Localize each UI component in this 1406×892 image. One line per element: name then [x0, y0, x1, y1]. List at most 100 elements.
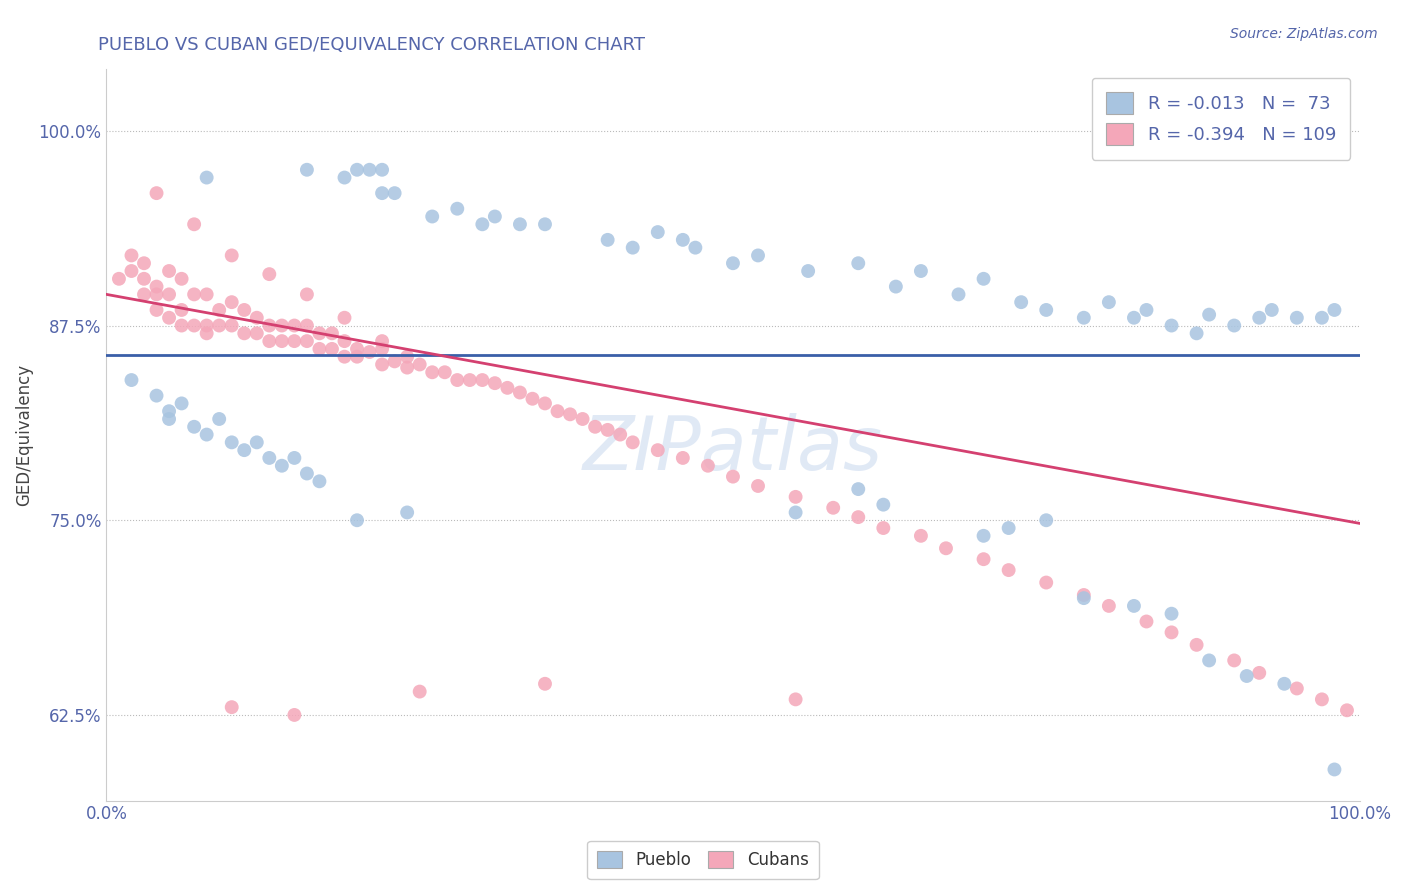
Point	[396, 360, 419, 375]
Point	[333, 334, 356, 348]
Point	[471, 217, 494, 231]
Point	[233, 302, 256, 317]
Point	[121, 373, 143, 387]
Point	[534, 677, 557, 691]
Point	[221, 700, 243, 714]
Point	[1185, 638, 1208, 652]
Point	[797, 264, 820, 278]
Point	[346, 350, 368, 364]
Point	[371, 334, 394, 348]
Point	[221, 248, 243, 262]
Point	[408, 684, 430, 698]
Point	[308, 342, 330, 356]
Point	[973, 529, 995, 543]
Point	[1323, 302, 1346, 317]
Point	[145, 389, 167, 403]
Point	[1261, 302, 1284, 317]
Point	[295, 287, 318, 301]
Point	[1336, 703, 1358, 717]
Point	[295, 162, 318, 177]
Point	[1249, 310, 1271, 325]
Point	[195, 170, 218, 185]
Point	[509, 217, 531, 231]
Point	[420, 210, 443, 224]
Point	[484, 376, 506, 391]
Point	[747, 248, 769, 262]
Point	[295, 467, 318, 481]
Point	[1272, 677, 1295, 691]
Point	[647, 225, 669, 239]
Point	[1160, 318, 1182, 333]
Point	[208, 412, 231, 426]
Point	[596, 423, 619, 437]
Point	[1310, 310, 1333, 325]
Text: ZIPatlas: ZIPatlas	[583, 413, 883, 485]
Point	[270, 458, 292, 473]
Point	[195, 287, 218, 301]
Point	[333, 310, 356, 325]
Point	[721, 469, 744, 483]
Point	[145, 279, 167, 293]
Point	[183, 419, 205, 434]
Point	[221, 295, 243, 310]
Point	[157, 264, 180, 278]
Point	[371, 162, 394, 177]
Legend: R = -0.013   N =  73, R = -0.394   N = 109: R = -0.013 N = 73, R = -0.394 N = 109	[1091, 78, 1351, 160]
Point	[785, 505, 807, 519]
Point	[208, 318, 231, 333]
Point	[596, 233, 619, 247]
Point	[1223, 318, 1246, 333]
Point	[1010, 295, 1032, 310]
Point	[1073, 310, 1095, 325]
Point	[233, 443, 256, 458]
Point	[1198, 308, 1220, 322]
Point	[145, 186, 167, 201]
Point	[308, 475, 330, 489]
Point	[446, 202, 468, 216]
Point	[1198, 653, 1220, 667]
Point	[157, 404, 180, 418]
Point	[672, 450, 695, 465]
Point	[346, 513, 368, 527]
Point	[170, 302, 193, 317]
Point	[283, 318, 305, 333]
Point	[295, 334, 318, 348]
Point	[1323, 763, 1346, 777]
Point	[1073, 588, 1095, 602]
Point	[1185, 326, 1208, 341]
Point	[910, 529, 932, 543]
Point	[246, 326, 269, 341]
Point	[396, 350, 419, 364]
Point	[145, 302, 167, 317]
Point	[396, 505, 419, 519]
Point	[935, 541, 957, 556]
Point	[1285, 681, 1308, 696]
Point	[609, 427, 631, 442]
Point	[283, 334, 305, 348]
Point	[522, 392, 544, 406]
Point	[846, 256, 869, 270]
Point	[1123, 599, 1146, 613]
Point	[259, 267, 281, 281]
Point	[346, 162, 368, 177]
Point	[170, 272, 193, 286]
Point	[384, 186, 406, 201]
Point	[647, 443, 669, 458]
Point	[270, 318, 292, 333]
Point	[785, 692, 807, 706]
Point	[1098, 295, 1121, 310]
Point	[997, 521, 1019, 535]
Point	[270, 334, 292, 348]
Point	[183, 318, 205, 333]
Point	[346, 342, 368, 356]
Y-axis label: GED/Equivalency: GED/Equivalency	[15, 364, 32, 506]
Point	[132, 287, 155, 301]
Point	[973, 272, 995, 286]
Point	[233, 326, 256, 341]
Point	[1135, 615, 1157, 629]
Point	[910, 264, 932, 278]
Point	[333, 170, 356, 185]
Point	[672, 233, 695, 247]
Point	[371, 186, 394, 201]
Point	[221, 435, 243, 450]
